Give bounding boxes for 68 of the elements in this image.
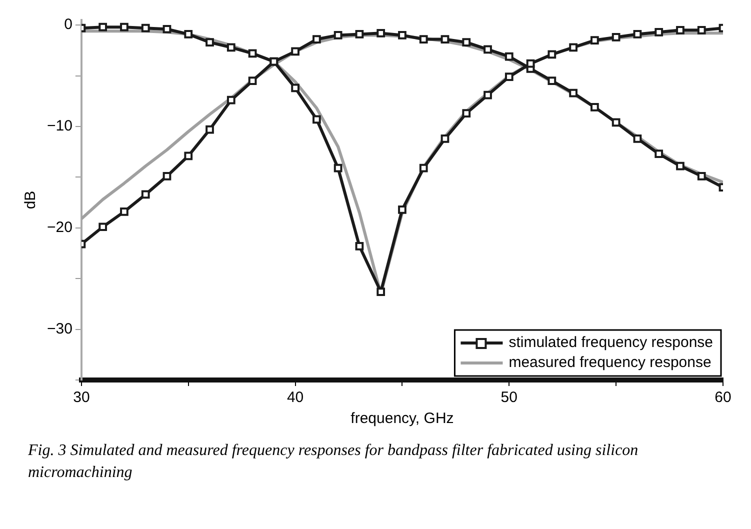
point xyxy=(590,36,599,44)
x-tick-label: 50 xyxy=(500,389,518,406)
y-tick-label: −10 xyxy=(46,118,72,135)
point xyxy=(484,90,492,100)
point xyxy=(633,30,642,38)
point xyxy=(162,24,172,34)
y-tick-label: 0 xyxy=(64,16,72,34)
point xyxy=(376,29,386,38)
point xyxy=(569,43,578,52)
y-tick-label: −30 xyxy=(46,320,72,338)
point xyxy=(376,288,386,296)
point xyxy=(226,43,236,52)
point xyxy=(676,26,684,34)
point xyxy=(184,30,193,38)
point xyxy=(398,205,406,214)
point xyxy=(440,35,450,44)
point xyxy=(612,118,620,127)
point xyxy=(98,222,108,232)
y-axis-title: dB xyxy=(22,190,40,210)
point xyxy=(312,35,321,44)
x-tick-label: 40 xyxy=(286,389,304,406)
point xyxy=(334,164,342,172)
point xyxy=(398,31,406,40)
point xyxy=(120,22,128,32)
point xyxy=(141,24,150,32)
point xyxy=(612,33,620,42)
point xyxy=(654,150,664,158)
point xyxy=(206,38,214,46)
point xyxy=(697,172,706,180)
point xyxy=(633,134,642,143)
point xyxy=(548,76,556,86)
point xyxy=(504,52,514,61)
point xyxy=(569,88,578,98)
point xyxy=(504,72,514,81)
point xyxy=(462,109,471,118)
legend-label: measured frequency response xyxy=(508,354,712,372)
point xyxy=(548,50,556,59)
point xyxy=(440,134,450,143)
x-tick-label: 30 xyxy=(73,389,90,406)
point xyxy=(291,47,300,56)
point xyxy=(141,190,150,199)
point xyxy=(654,28,664,36)
point xyxy=(226,96,236,104)
point xyxy=(291,84,300,92)
x-tick-label: 60 xyxy=(714,389,732,406)
point xyxy=(676,162,684,170)
point xyxy=(206,125,214,134)
point xyxy=(484,45,492,54)
caption: Fig. 3 Simulated and measured frequency responses for bandpass filter fabricated using silicon micromachining xyxy=(28,441,640,484)
point xyxy=(355,30,364,38)
point xyxy=(462,38,471,46)
point xyxy=(355,242,364,250)
point xyxy=(590,103,599,112)
point xyxy=(184,152,193,160)
point xyxy=(98,22,108,32)
legend-label: stimulated frequency response xyxy=(508,334,713,352)
point xyxy=(419,164,428,172)
point xyxy=(162,172,172,180)
point xyxy=(248,76,257,86)
point xyxy=(312,115,321,124)
y-tick-label: −20 xyxy=(46,219,72,236)
point xyxy=(248,49,257,58)
point xyxy=(120,207,128,216)
point xyxy=(526,59,535,68)
point xyxy=(419,35,428,44)
x-axis-title: frequency, GHz xyxy=(350,410,454,428)
point xyxy=(697,26,706,34)
point xyxy=(334,31,342,40)
